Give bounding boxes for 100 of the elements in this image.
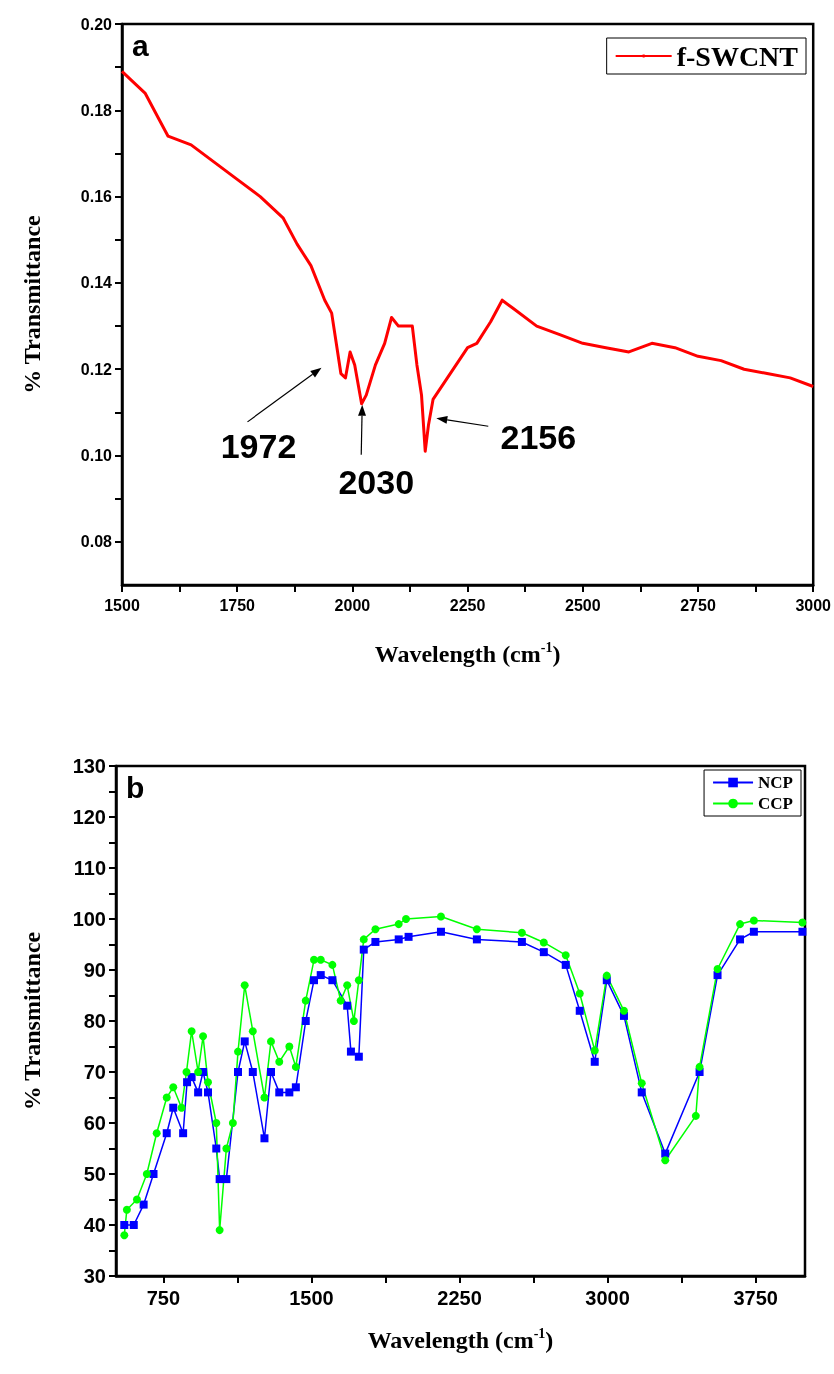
y-tick-label: 0.20 — [80, 15, 113, 33]
point — [316, 955, 325, 964]
point — [285, 1088, 294, 1097]
point — [291, 1062, 300, 1071]
point — [359, 935, 368, 944]
point — [194, 1068, 203, 1076]
annotation: 1972 — [220, 426, 297, 465]
point — [234, 1068, 243, 1076]
x-tick-label: 1500 — [289, 1287, 334, 1309]
point — [436, 927, 445, 936]
point — [661, 1156, 670, 1165]
point — [328, 976, 337, 985]
annotation: 2030 — [338, 462, 415, 501]
y-tick-label: 30 — [83, 1265, 106, 1287]
legend-label: NCP — [758, 773, 794, 792]
point — [301, 1017, 310, 1025]
y-axis-title: % Transmittance — [19, 214, 45, 394]
point — [798, 918, 807, 927]
point — [343, 1001, 352, 1010]
point — [394, 920, 403, 929]
point — [177, 1103, 186, 1112]
point — [436, 912, 445, 921]
point — [248, 1027, 257, 1036]
x-tick-label: 2750 — [680, 596, 716, 614]
y-tick-label: 0.18 — [80, 101, 113, 119]
y-tick-label: 100 — [72, 908, 106, 930]
point — [749, 916, 758, 925]
point — [336, 996, 345, 1005]
point — [561, 960, 570, 969]
point — [129, 1221, 138, 1229]
point — [132, 1195, 141, 1204]
point — [539, 948, 548, 957]
point — [354, 976, 363, 985]
point — [713, 964, 722, 973]
y-tick-label: 0.12 — [80, 360, 113, 378]
point — [194, 1088, 203, 1097]
point — [310, 955, 319, 964]
point — [472, 925, 481, 934]
point — [291, 1083, 300, 1092]
point — [169, 1103, 178, 1112]
point — [310, 976, 319, 985]
y-tick-label: 110 — [73, 857, 106, 879]
point — [266, 1068, 275, 1076]
point — [260, 1093, 269, 1102]
point — [142, 1170, 151, 1178]
point — [402, 915, 411, 923]
point — [590, 1046, 599, 1055]
point — [152, 1129, 161, 1138]
point — [199, 1032, 208, 1041]
x-tick-label: 2250 — [437, 1287, 482, 1309]
point — [122, 1205, 131, 1214]
point — [354, 1052, 363, 1061]
point — [204, 1078, 212, 1087]
point — [260, 1134, 269, 1143]
y-tick-label: 0.08 — [80, 533, 113, 551]
point — [228, 1119, 237, 1127]
point — [343, 981, 352, 990]
point — [798, 927, 807, 936]
point — [539, 938, 548, 947]
point — [472, 935, 481, 944]
point — [222, 1144, 231, 1153]
point — [285, 1042, 294, 1051]
point — [240, 981, 249, 990]
point — [736, 935, 745, 944]
point — [575, 1006, 584, 1015]
x-tick-label: 2500 — [565, 596, 601, 614]
point — [619, 1006, 628, 1015]
legend-label: f-SWCNT — [676, 40, 799, 72]
point — [346, 1047, 355, 1056]
y-tick-label: 0.10 — [80, 447, 113, 465]
annotation: a — [132, 28, 149, 62]
x-tick-label: 3000 — [795, 596, 832, 614]
y-tick-label: 90 — [83, 959, 106, 981]
point — [561, 951, 570, 960]
point — [182, 1068, 191, 1076]
point — [637, 1088, 646, 1097]
point — [187, 1027, 196, 1036]
x-tick-label: 750 — [146, 1287, 181, 1309]
point — [162, 1093, 171, 1102]
point — [248, 1068, 257, 1076]
y-tick-label: 0.16 — [80, 188, 113, 206]
point — [328, 960, 337, 969]
point — [691, 1111, 700, 1120]
point — [736, 920, 745, 929]
point — [394, 935, 403, 944]
point — [590, 1057, 599, 1066]
point — [275, 1088, 284, 1097]
point — [204, 1088, 212, 1097]
point — [695, 1062, 704, 1071]
x-tick-label: 1750 — [219, 596, 256, 614]
point — [371, 925, 380, 934]
point — [139, 1200, 148, 1209]
y-tick-label: 0.14 — [80, 274, 113, 292]
x-tick-label: 2000 — [334, 596, 371, 614]
x-tick-label: 1500 — [104, 596, 140, 614]
y-tick-label: 120 — [72, 806, 106, 828]
legend-label: CCP — [758, 794, 794, 813]
point — [637, 1079, 646, 1088]
point — [371, 937, 380, 946]
point — [212, 1144, 221, 1153]
